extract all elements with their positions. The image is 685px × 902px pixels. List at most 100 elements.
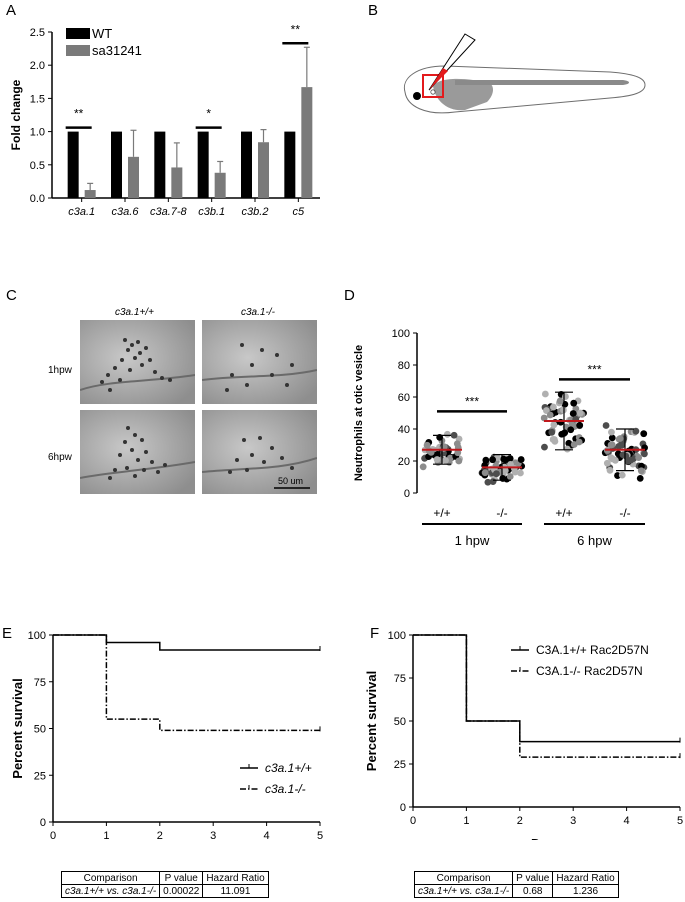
data-point: [548, 428, 556, 436]
data-point: [618, 471, 626, 479]
data-point: [607, 454, 615, 462]
survival-chart-f: 0 25 50 75 100 0 1 2 3 4 5 Days Percent survival C3A.…: [364, 630, 683, 840]
data-point: [563, 445, 571, 453]
table-header-row: Comparison P value Hazard Ratio: [60, 871, 269, 885]
data-point: [433, 456, 441, 463]
table-cell-pvalue: 0.00022: [159, 884, 204, 898]
col-label-plus: c3a.1+/+: [115, 307, 154, 318]
y-tick-label: 0: [400, 802, 406, 814]
zebrafish-injection-diagram: [403, 33, 646, 114]
neutrophil-dots: [100, 338, 172, 392]
y-tick-label: 60: [398, 392, 410, 404]
data-point: [442, 456, 449, 464]
panel-letter-d: D: [344, 287, 355, 304]
injection-site-box: [422, 74, 444, 98]
time-label: 1 hpw: [455, 533, 490, 548]
y-tick-label: 80: [398, 360, 410, 372]
row-label-1hpw: 1hpw: [48, 365, 72, 376]
data-point: [602, 422, 610, 429]
table-header: Hazard Ratio: [202, 871, 269, 885]
y-tick-label: 75: [394, 673, 406, 685]
group-label: -/-: [619, 506, 630, 520]
survival-curve: [53, 634, 320, 651]
data-point: [481, 469, 489, 477]
panel-letter-b: B: [368, 2, 379, 19]
data-point: [562, 393, 569, 400]
data-point: [542, 407, 550, 414]
bar-sa31241: [128, 156, 139, 198]
panel-letter-e: E: [2, 625, 13, 642]
data-point: [540, 414, 548, 422]
data-point: [454, 449, 462, 457]
x-tick-label: 5: [677, 815, 683, 827]
x-tick-label: 4: [264, 830, 270, 840]
micrograph-minus-1hpw: [202, 320, 317, 404]
scale-bar-label: 50 um: [278, 476, 303, 486]
group-label: +/+: [433, 506, 450, 520]
legend-label: C3A.1+/+ Rac2D57N: [536, 643, 649, 657]
legend-swatch: [66, 28, 90, 39]
legend-label: C3A.1-/- Rac2D57N: [536, 664, 643, 678]
neutrophil-scatter-chart: 0 20 40 60 80 100 Neutrophils at otic vesicle +…: [353, 328, 648, 548]
micrograph-plus-1hpw: [80, 320, 195, 404]
x-tick-label: 0: [410, 815, 416, 827]
y-tick-label: 2.5: [30, 27, 45, 39]
bar-sa31241: [301, 87, 313, 198]
data-point: [570, 399, 578, 407]
data-point: [618, 441, 626, 449]
bar-WT: [197, 131, 209, 198]
data-point: [608, 428, 615, 436]
significance-label: ***: [465, 394, 479, 408]
significance-label: **: [74, 107, 84, 121]
y-tick-label: 100: [392, 328, 410, 340]
bar-sa31241: [171, 167, 183, 198]
x-tick-label: 5: [317, 830, 323, 840]
table-header: P value: [512, 871, 554, 885]
data-point: [640, 430, 648, 438]
data-point: [517, 456, 525, 463]
comparison-table-f: Comparison P value Hazard Ratio c3a.1+/+…: [413, 871, 619, 898]
panel-letter-f: F: [370, 625, 380, 642]
data-point: [551, 437, 559, 445]
bar-WT: [241, 131, 252, 198]
data-point: [482, 456, 490, 464]
micrograph-plus-6hpw: [80, 410, 195, 494]
data-point: [550, 421, 558, 429]
x-tick-label: 2: [517, 815, 523, 827]
x-tick-label: 4: [624, 815, 630, 827]
table-cell-comparison: c3a.1+/+ vs. c3a.1-/-: [413, 884, 514, 898]
larva-eye: [413, 92, 421, 100]
table-row: c3a.1+/+ vs. c3a.1-/- 0.68 1.236: [413, 884, 619, 898]
data-point: [559, 406, 567, 414]
y-tick-label: 0: [40, 817, 46, 829]
significance-label: **: [291, 22, 301, 36]
legend-label: sa31241: [92, 43, 142, 58]
data-point: [517, 469, 524, 477]
x-tick-label: 1: [463, 815, 469, 827]
data-point: [570, 441, 578, 448]
data-point: [499, 475, 507, 482]
data-point: [603, 459, 611, 467]
table-header: P value: [159, 871, 204, 885]
y-axis-label: Fold change: [9, 79, 23, 150]
data-point: [453, 440, 461, 448]
x-tick-label: c3b.1: [198, 206, 225, 218]
data-point: [546, 411, 554, 419]
neutrophil-dots: [225, 343, 294, 392]
data-point: [567, 426, 575, 434]
x-tick-label: c3a.7-8: [150, 206, 188, 218]
data-point: [550, 403, 557, 411]
x-tick-label: 2: [157, 830, 163, 840]
data-point: [434, 450, 442, 458]
data-point: [556, 397, 564, 405]
legend-swatch: [66, 45, 90, 56]
data-point: [450, 431, 458, 439]
table-header: Comparison: [413, 871, 514, 885]
micrograph-minus-6hpw: 50 um: [202, 410, 317, 494]
data-point: [444, 430, 451, 438]
significance-label: ***: [587, 362, 601, 376]
neutrophil-dots: [228, 436, 294, 474]
bar-WT: [67, 131, 79, 198]
y-tick-label: 25: [34, 770, 46, 782]
survival-curve: [53, 634, 320, 732]
